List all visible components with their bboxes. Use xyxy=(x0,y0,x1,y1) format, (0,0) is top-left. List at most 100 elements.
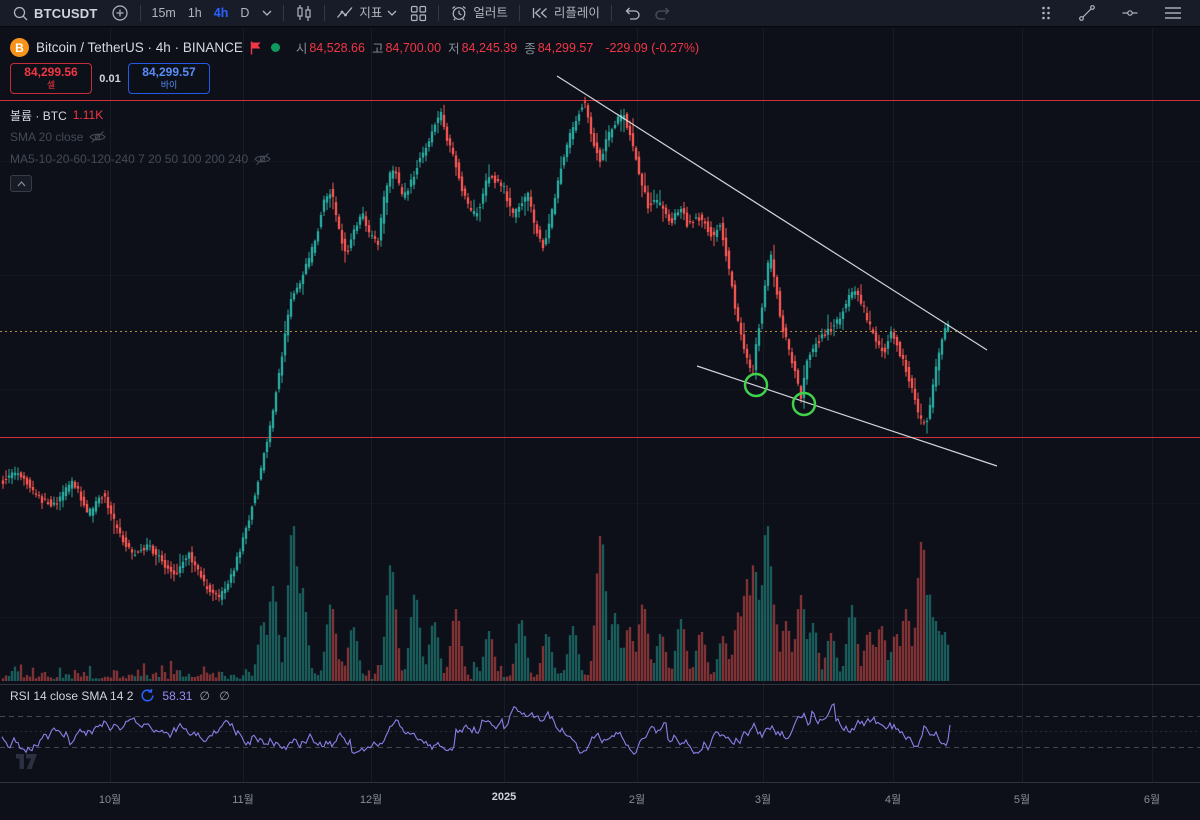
toolbar-separator xyxy=(610,5,612,21)
buy-button[interactable]: 84,299.57 바이 xyxy=(128,63,210,94)
interval-group: 15m 1h 4h D xyxy=(146,4,256,23)
buy-label: 바이 xyxy=(160,80,178,91)
sma-legend-title: SMA 20 close xyxy=(10,130,84,144)
top-toolbar: BTCUSDT 15m 1h 4h D 지표 xyxy=(0,0,1200,27)
interval-button-15m[interactable]: 15m xyxy=(146,4,182,23)
redo-icon xyxy=(655,7,670,20)
toolbar-separator xyxy=(438,5,440,21)
indicators-label: 지표 xyxy=(359,5,383,20)
horizontal-line-tool-icon xyxy=(1122,10,1138,16)
drawings-layer xyxy=(556,75,998,467)
ohlc-value-0: 84,528.66 xyxy=(309,40,365,55)
volume-legend-value: 1.11K xyxy=(72,108,104,122)
panel-menu-button[interactable] xyxy=(1158,3,1188,23)
time-label: 11월 xyxy=(232,794,254,806)
layout-grid-button[interactable] xyxy=(404,2,433,25)
volume-legend-title: 볼륨 · BTC xyxy=(10,108,67,123)
refresh-icon[interactable] xyxy=(140,688,155,703)
chart-style-button[interactable] xyxy=(289,1,319,25)
ohlc-value-3: 84,299.57 xyxy=(537,40,594,55)
line-tool-button[interactable] xyxy=(1072,1,1102,25)
bitcoin-logo-letter: B xyxy=(15,40,24,55)
candles-icon xyxy=(297,5,311,21)
layout-grid-icon xyxy=(411,5,427,21)
replay-label: 리플레이 xyxy=(553,5,600,20)
chevron-down-icon xyxy=(262,10,272,16)
tradingview-watermark[interactable] xyxy=(14,750,46,772)
pair-title[interactable]: Bitcoin / TetherUS · 4h · BINANCE xyxy=(36,40,243,55)
ohlc-label-2: 저 xyxy=(448,42,460,56)
time-label: 5월 xyxy=(1013,794,1031,806)
price-level-layer xyxy=(0,100,1200,438)
sell-label: 셀 xyxy=(46,80,56,91)
rsi-layer xyxy=(0,702,1200,755)
search-icon xyxy=(13,6,28,20)
undo-button[interactable] xyxy=(617,1,647,25)
rsi-legend-row: RSI 14 close SMA 14 2 58.31 ∅ ∅ xyxy=(10,688,233,703)
sma-legend-row[interactable]: SMA 20 close xyxy=(10,126,271,148)
price-change: -229.09 (-0.27%) xyxy=(605,40,700,55)
alert-label: 얼러트 xyxy=(473,5,508,20)
chevron-down-icon xyxy=(387,10,397,16)
compare-add-button[interactable] xyxy=(105,1,135,25)
ohlc-values: 시 84,528.66 고 84,700.00 저 84,245.39 종 84,299.57 xyxy=(289,38,594,57)
time-label: 4월 xyxy=(884,794,902,806)
candles-layer xyxy=(1,96,950,606)
ohlc-label-3: 종 xyxy=(524,42,536,56)
symbol-name: BTCUSDT xyxy=(34,5,98,21)
market-status-dot xyxy=(270,43,280,52)
undo-icon xyxy=(625,7,640,20)
ma-legend-title: MA5-10-20-60-120-240 7 20 50 100 200 240 xyxy=(10,152,249,166)
ohlc-label-0: 시 xyxy=(295,42,308,56)
drag-dots-icon xyxy=(1042,6,1050,20)
sell-price: 84,299.56 xyxy=(24,65,78,80)
drawings-panel-button[interactable] xyxy=(1033,1,1059,25)
time-label: 12월 xyxy=(359,794,383,806)
redo-button[interactable] xyxy=(648,1,678,25)
indicator-icon xyxy=(337,7,353,18)
interval-button-D[interactable]: D xyxy=(234,4,255,23)
toolbar-separator xyxy=(518,5,520,21)
trade-panel: 84,299.56 셀 0.01 84,299.57 바이 xyxy=(10,63,210,94)
sell-button[interactable]: 84,299.56 셀 xyxy=(10,63,92,94)
time-axis[interactable]: 10월 11월 12월 2025 2월 3월 4월 5월 6월 xyxy=(0,782,1200,820)
eye-off-icon[interactable] xyxy=(254,152,271,166)
symbol-info-row: B Bitcoin / TetherUS · 4h · BINANCE 시 84,… xyxy=(10,38,699,57)
indicators-button[interactable]: 지표 xyxy=(330,1,403,25)
horizontal-line-tool-button[interactable] xyxy=(1115,1,1145,25)
volume-layer xyxy=(1,526,950,681)
toolbar-separator xyxy=(324,5,326,21)
toolbar-separator xyxy=(139,5,141,21)
bitcoin-logo: B xyxy=(10,38,29,57)
replay-button[interactable]: 리플레이 xyxy=(525,1,606,25)
rsi-hidden-series: ∅ ∅ xyxy=(199,688,233,703)
alert-button[interactable]: 얼러트 xyxy=(444,1,514,25)
spread-value: 0.01 xyxy=(99,72,121,85)
collapse-legend-button[interactable] xyxy=(10,175,32,192)
interval-dropdown-button[interactable] xyxy=(256,7,278,19)
ma-legend-row[interactable]: MA5-10-20-60-120-240 7 20 50 100 200 240 xyxy=(10,148,271,170)
time-label: 6월 xyxy=(1143,794,1161,806)
chevron-up-icon xyxy=(17,180,25,186)
eye-off-icon[interactable] xyxy=(89,130,107,144)
time-label: 3월 xyxy=(754,794,772,806)
plus-circle-icon xyxy=(111,5,128,21)
flag-icon[interactable] xyxy=(250,41,262,55)
symbol-search-button[interactable]: BTCUSDT xyxy=(6,2,104,25)
interval-button-4h[interactable]: 4h xyxy=(208,4,235,23)
volume-legend-row[interactable]: 볼륨 · BTC 1.11K xyxy=(10,104,271,126)
time-label: 2025 xyxy=(491,791,517,803)
toolbar-left-group: BTCUSDT 15m 1h 4h D 지표 xyxy=(6,0,678,26)
buy-price: 84,299.57 xyxy=(142,65,196,80)
rsi-value: 58.31 xyxy=(162,688,193,703)
legend-panel: 볼륨 · BTC 1.11K SMA 20 close MA5-10-20-60… xyxy=(10,104,271,192)
interval-button-1h[interactable]: 1h xyxy=(182,4,208,23)
toolbar-separator xyxy=(283,5,285,21)
ohlc-value-1: 84,700.00 xyxy=(385,40,442,55)
toolbar-right-group xyxy=(1033,1,1194,25)
time-label: 10월 xyxy=(98,794,122,806)
rsi-title[interactable]: RSI 14 close SMA 14 2 xyxy=(10,688,134,703)
ohlc-value-2: 84,245.39 xyxy=(461,40,518,55)
